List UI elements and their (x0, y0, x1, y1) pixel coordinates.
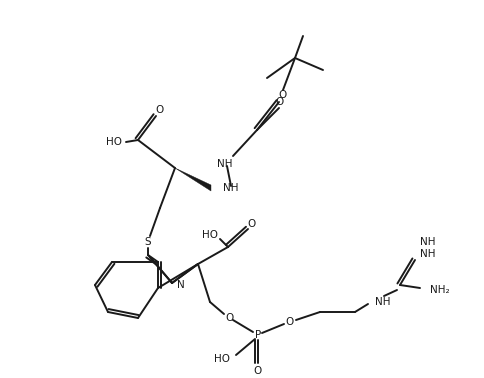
Text: NH₂: NH₂ (429, 285, 449, 295)
Text: NH: NH (419, 237, 435, 247)
Text: P: P (255, 330, 260, 340)
Text: NH: NH (217, 159, 232, 169)
Text: NH: NH (419, 249, 435, 259)
Text: O: O (253, 366, 261, 376)
Text: NH: NH (374, 297, 390, 307)
Text: HO: HO (106, 137, 122, 147)
Text: O: O (275, 97, 284, 107)
Text: O: O (155, 105, 164, 115)
Text: HO: HO (213, 354, 229, 364)
Text: O: O (278, 90, 287, 100)
Text: O: O (247, 219, 256, 229)
Text: O: O (285, 317, 293, 327)
Text: HO: HO (201, 230, 217, 240)
Polygon shape (175, 168, 211, 191)
Text: O: O (226, 313, 234, 323)
Text: NH: NH (223, 183, 238, 193)
Text: S: S (144, 237, 151, 247)
Text: N: N (177, 280, 184, 290)
